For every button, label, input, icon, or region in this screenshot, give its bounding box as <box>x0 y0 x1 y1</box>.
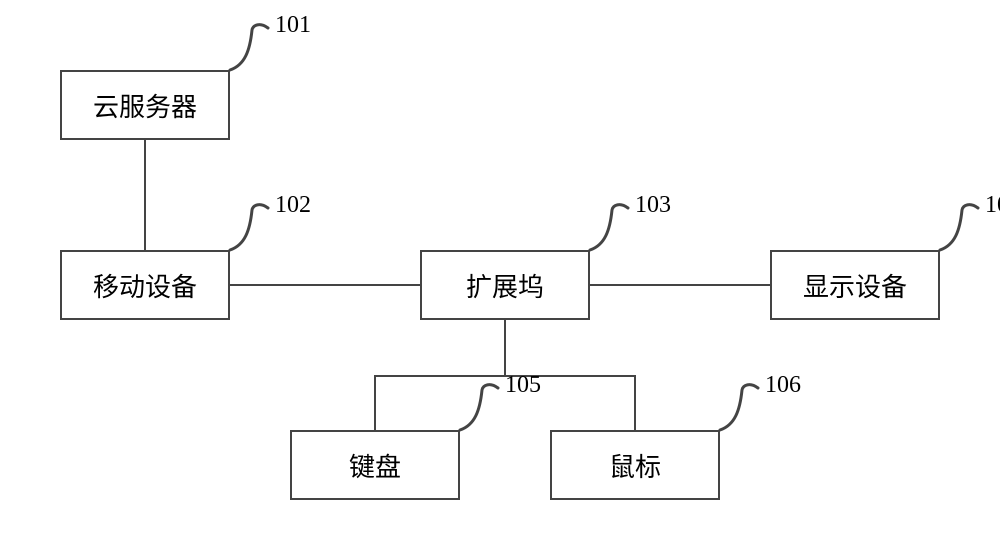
edge-dock-display <box>590 284 770 286</box>
node-label: 键盘 <box>349 447 401 484</box>
edge-bus-mouse <box>634 375 636 430</box>
node-label: 云服务器 <box>93 87 197 124</box>
node-label: 移动设备 <box>93 267 197 304</box>
node-display-device: 显示设备 <box>770 250 940 320</box>
node-label: 鼠标 <box>609 447 661 484</box>
node-label: 显示设备 <box>803 267 907 304</box>
callout-text-101: 101 <box>275 12 311 39</box>
diagram-canvas: 云服务器 移动设备 扩展坞 显示设备 键盘 鼠标 101 102 103 <box>0 0 1000 554</box>
edge-mobile-dock <box>230 284 420 286</box>
node-keyboard: 键盘 <box>290 430 460 500</box>
node-cloud-server: 云服务器 <box>60 70 230 140</box>
callout-text-102: 102 <box>275 192 311 219</box>
callout-text-106: 106 <box>765 372 801 399</box>
node-mouse: 鼠标 <box>550 430 720 500</box>
edge-cloud-mobile <box>144 140 146 250</box>
callout-text-105: 105 <box>505 372 541 399</box>
node-label: 扩展坞 <box>466 267 544 304</box>
callout-text-103: 103 <box>635 192 671 219</box>
node-mobile-device: 移动设备 <box>60 250 230 320</box>
edge-dock-down <box>504 320 506 375</box>
node-docking-station: 扩展坞 <box>420 250 590 320</box>
edge-bus-keyboard <box>374 375 376 430</box>
callout-text-104: 104 <box>985 192 1000 219</box>
